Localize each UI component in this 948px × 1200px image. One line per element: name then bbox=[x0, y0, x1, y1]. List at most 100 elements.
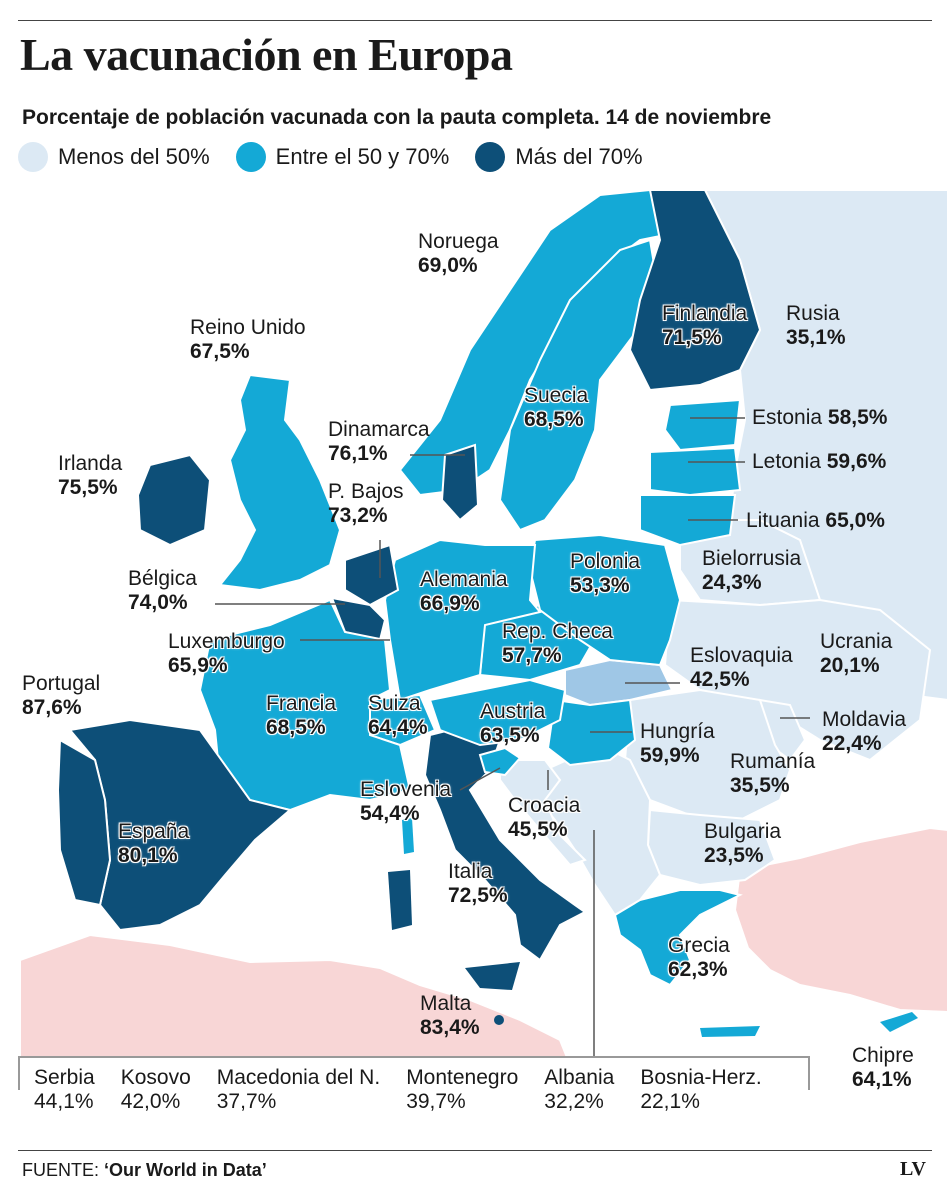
label-value: 83,4% bbox=[420, 1016, 480, 1039]
label-value: 75,5% bbox=[58, 476, 118, 499]
netherlands-shape bbox=[344, 543, 400, 607]
ireland-shape bbox=[136, 453, 212, 547]
label-paises-bajos: P. Bajos 73,2% bbox=[328, 480, 404, 528]
label-value: 22,4% bbox=[822, 732, 882, 755]
table-cell: Serbia 44,1% bbox=[34, 1066, 95, 1114]
top-rule bbox=[18, 20, 932, 21]
label-reino-unido: Reino Unido 67,5% bbox=[190, 316, 306, 364]
table-cell: Montenegro 39,7% bbox=[406, 1066, 518, 1114]
label-value: 35,5% bbox=[730, 774, 790, 797]
label-value: 65,9% bbox=[168, 654, 228, 677]
label-name: Portugal bbox=[22, 672, 101, 695]
croatia-shape bbox=[499, 759, 587, 867]
label-name: Bulgaria bbox=[704, 820, 782, 843]
label-name: Finlandia bbox=[662, 302, 748, 325]
balkans-table-frame bbox=[18, 1056, 810, 1090]
label-value: 71,5% bbox=[662, 326, 722, 349]
label-dinamarca: Dinamarca 76,1% bbox=[328, 418, 430, 466]
label-name: Ucrania bbox=[820, 630, 893, 653]
label-value: 62,3% bbox=[668, 958, 728, 981]
label-noruega: Noruega 69,0% bbox=[418, 230, 499, 278]
label-value: 64,1% bbox=[852, 1068, 912, 1091]
label-value: 63,5% bbox=[480, 724, 540, 747]
label-name: Suecia bbox=[524, 384, 589, 407]
label-name: Chipre bbox=[852, 1044, 914, 1067]
crete-shape bbox=[700, 1026, 760, 1037]
label-name: Grecia bbox=[668, 934, 730, 957]
label-name: Francia bbox=[266, 692, 337, 715]
page-title: La vacunación en Europa bbox=[20, 29, 513, 80]
label-italia: Italia 72,5% bbox=[448, 860, 508, 908]
table-cell: Kosovo 42,0% bbox=[121, 1066, 191, 1114]
label-finlandia: Finlandia 71,5% bbox=[662, 302, 747, 350]
label-grecia: Grecia 62,3% bbox=[668, 934, 730, 982]
label-name: Noruega bbox=[418, 230, 499, 253]
legend: Menos del 50% Entre el 50 y 70% Más del … bbox=[18, 142, 643, 172]
label-name: Lituania bbox=[746, 509, 820, 532]
label-name: Bélgica bbox=[128, 567, 197, 590]
label-value: 42,5% bbox=[690, 668, 750, 691]
label-value: 73,2% bbox=[328, 504, 388, 527]
cell-value: 44,1% bbox=[34, 1090, 94, 1113]
label-belgica: Bélgica 74,0% bbox=[128, 567, 197, 615]
brand-logo: LV bbox=[900, 1158, 926, 1180]
page-subtitle: Porcentaje de población vacunada con la … bbox=[22, 106, 772, 129]
uk-shape bbox=[218, 373, 342, 592]
label-croacia: Croacia 45,5% bbox=[508, 794, 580, 842]
cell-name: Kosovo bbox=[120, 1066, 191, 1089]
table-cell: Macedonia del N. 37,7% bbox=[217, 1066, 380, 1114]
label-value: 53,3% bbox=[570, 574, 630, 597]
label-value: 64,4% bbox=[368, 716, 428, 739]
label-value: 74,0% bbox=[128, 591, 188, 614]
legend-item-high: Más del 70% bbox=[475, 142, 643, 172]
label-irlanda: Irlanda 75,5% bbox=[58, 452, 122, 500]
leader-eslovenia bbox=[459, 767, 501, 791]
legend-label-mid: Entre el 50 y 70% bbox=[275, 144, 450, 169]
label-polonia: Polonia 53,3% bbox=[570, 550, 640, 598]
label-name: Rep. Checa bbox=[502, 620, 613, 643]
label-eslovaquia: Eslovaquia 42,5% bbox=[690, 644, 793, 692]
cell-name: Bosnia-Herz. bbox=[640, 1066, 762, 1089]
label-value: 67,5% bbox=[190, 340, 250, 363]
label-rep-checa: Rep. Checa 57,7% bbox=[502, 620, 613, 668]
label-chipre: Chipre 64,1% bbox=[852, 1044, 914, 1092]
label-francia: Francia 68,5% bbox=[266, 692, 336, 740]
label-value: 72,5% bbox=[448, 884, 508, 907]
label-value: 66,9% bbox=[420, 592, 480, 615]
label-name: Estonia bbox=[752, 406, 823, 429]
label-name: Letonia bbox=[752, 450, 821, 473]
estonia-shape bbox=[663, 398, 742, 452]
label-bielorrusia: Bielorrusia 24,3% bbox=[702, 547, 801, 595]
label-value: 57,7% bbox=[502, 644, 562, 667]
label-rumania: Rumanía 35,5% bbox=[730, 750, 815, 798]
finland-shape bbox=[628, 190, 762, 392]
label-value: 65,0% bbox=[825, 509, 885, 532]
austria-shape bbox=[428, 678, 567, 747]
label-luxemburgo: Luxemburgo 65,9% bbox=[168, 630, 285, 678]
label-name: Reino Unido bbox=[190, 316, 306, 339]
lithuania-shape bbox=[639, 494, 737, 547]
table-cell: Albania 32,2% bbox=[544, 1066, 614, 1114]
bottom-rule bbox=[18, 1150, 932, 1151]
label-eslovenia: Eslovenia 54,4% bbox=[360, 778, 451, 826]
label-alemania: Alemania 66,9% bbox=[420, 568, 508, 616]
label-name: Luxemburgo bbox=[168, 630, 285, 653]
legend-item-low: Menos del 50% bbox=[18, 142, 210, 172]
sweden-shape bbox=[498, 238, 662, 532]
label-lituania: Lituania 65,0% bbox=[746, 509, 885, 533]
label-bulgaria: Bulgaria 23,5% bbox=[704, 820, 781, 868]
label-value: 58,5% bbox=[827, 406, 888, 429]
legend-item-mid: Entre el 50 y 70% bbox=[235, 142, 450, 172]
label-value: 76,1% bbox=[328, 442, 388, 465]
label-value: 87,6% bbox=[22, 696, 82, 719]
label-value: 80,1% bbox=[118, 844, 178, 867]
label-name: Irlanda bbox=[58, 452, 123, 475]
cell-value: 39,7% bbox=[406, 1090, 466, 1113]
label-name: Rusia bbox=[786, 302, 840, 325]
label-name: Eslovaquia bbox=[690, 644, 793, 667]
label-austria: Austria 63,5% bbox=[480, 700, 545, 748]
label-value: 68,5% bbox=[266, 716, 326, 739]
label-name: Moldavia bbox=[822, 708, 907, 731]
label-ucrania: Ucrania 20,1% bbox=[820, 630, 892, 678]
label-hungria: Hungría 59,9% bbox=[640, 720, 715, 768]
